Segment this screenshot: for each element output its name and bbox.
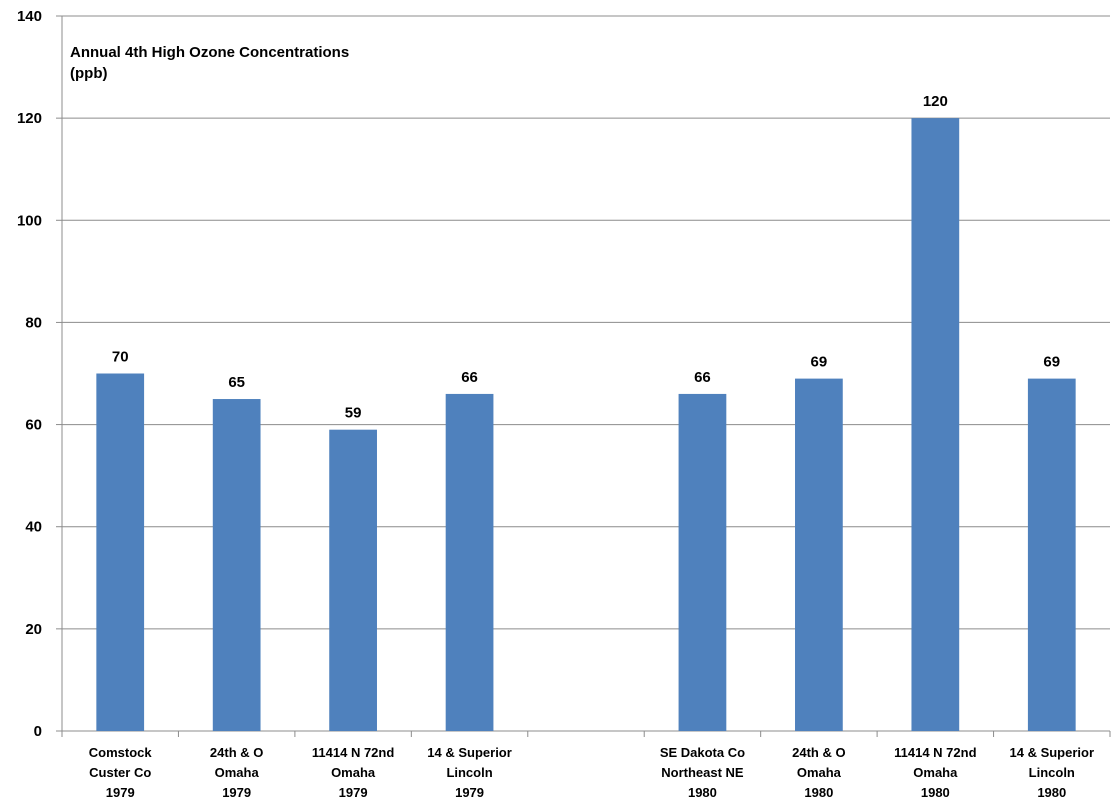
- x-tick-label: 1980: [688, 785, 717, 800]
- x-tick-label: 24th & O: [792, 745, 845, 760]
- bar: [678, 393, 727, 731]
- chart-title-line-2: (ppb): [70, 65, 108, 82]
- x-tick-label: 1980: [921, 785, 950, 800]
- y-tick-label: 60: [25, 417, 42, 434]
- bar: [445, 393, 494, 731]
- data-label: 66: [461, 369, 478, 386]
- y-tick-label: 0: [34, 723, 42, 740]
- bar: [329, 429, 377, 731]
- y-tick-label: 100: [17, 212, 42, 229]
- labels: 0 20 40 60 80 100 120 140 70 Comstock Custer Co 197…: [17, 8, 1094, 800]
- bar: [911, 118, 960, 731]
- x-tick-label: 11414 N 72nd: [312, 745, 394, 760]
- y-tick-label: 120: [17, 110, 42, 127]
- x-tick-label: SE Dakota Co: [660, 745, 745, 760]
- data-label: 70: [112, 349, 129, 366]
- x-tick-label: 1979: [339, 785, 368, 800]
- x-tick-label: 1980: [1037, 785, 1066, 800]
- y-tick-label: 20: [25, 621, 42, 638]
- data-label: 69: [811, 354, 828, 371]
- bar: [96, 373, 145, 731]
- bar: [212, 399, 261, 731]
- y-tick-label: 40: [25, 519, 42, 536]
- y-tick-label: 80: [25, 314, 42, 331]
- bars: [96, 118, 1076, 731]
- chart-title: Annual 4th High Ozone Concentrations (pp…: [70, 42, 349, 84]
- x-tick-label: 1979: [222, 785, 251, 800]
- bar: [795, 378, 843, 731]
- x-tick-label: 1979: [106, 785, 135, 800]
- x-tick-label: 11414 N 72nd: [894, 745, 976, 760]
- x-tick-label: Omaha: [797, 765, 842, 780]
- data-label: 59: [345, 405, 362, 422]
- x-tick-label: Omaha: [913, 765, 958, 780]
- bar: [1027, 378, 1076, 731]
- y-tick-label: 140: [17, 8, 42, 25]
- x-tick-label: Northeast NE: [661, 765, 744, 780]
- x-tick-label: Omaha: [331, 765, 376, 780]
- x-tick-label: Lincoln: [446, 765, 492, 780]
- x-tick-label: Omaha: [215, 765, 260, 780]
- x-tick-label: Lincoln: [1029, 765, 1075, 780]
- x-tick-label: 24th & O: [210, 745, 263, 760]
- chart-title-line-1: Annual 4th High Ozone Concentrations: [70, 44, 350, 61]
- x-tick-label: Comstock: [89, 745, 153, 760]
- data-label: 69: [1043, 354, 1060, 371]
- x-tick-label: 1980: [804, 785, 833, 800]
- x-tick-label: Custer Co: [89, 765, 151, 780]
- data-label: 120: [923, 93, 948, 110]
- x-tick-label: 1979: [455, 785, 484, 800]
- x-tick-label: 14 & Superior: [1010, 745, 1095, 760]
- x-tick-label: 14 & Superior: [427, 745, 512, 760]
- data-label: 66: [694, 369, 711, 386]
- data-label: 65: [228, 374, 245, 391]
